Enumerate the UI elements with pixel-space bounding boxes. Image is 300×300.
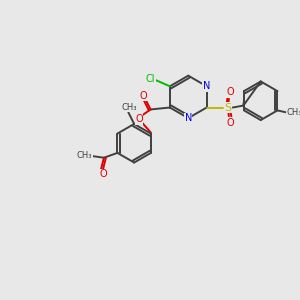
Text: Cl: Cl — [146, 74, 155, 84]
Text: N: N — [184, 113, 192, 123]
Text: O: O — [99, 169, 107, 179]
Text: O: O — [135, 114, 143, 124]
Text: N: N — [203, 81, 210, 91]
Text: O: O — [140, 91, 148, 101]
Text: CH₃: CH₃ — [122, 103, 137, 112]
Text: CH₃: CH₃ — [286, 108, 300, 117]
Text: O: O — [227, 87, 235, 97]
Text: O: O — [227, 118, 235, 128]
Text: CH₃: CH₃ — [77, 151, 92, 160]
Text: S: S — [224, 103, 232, 112]
